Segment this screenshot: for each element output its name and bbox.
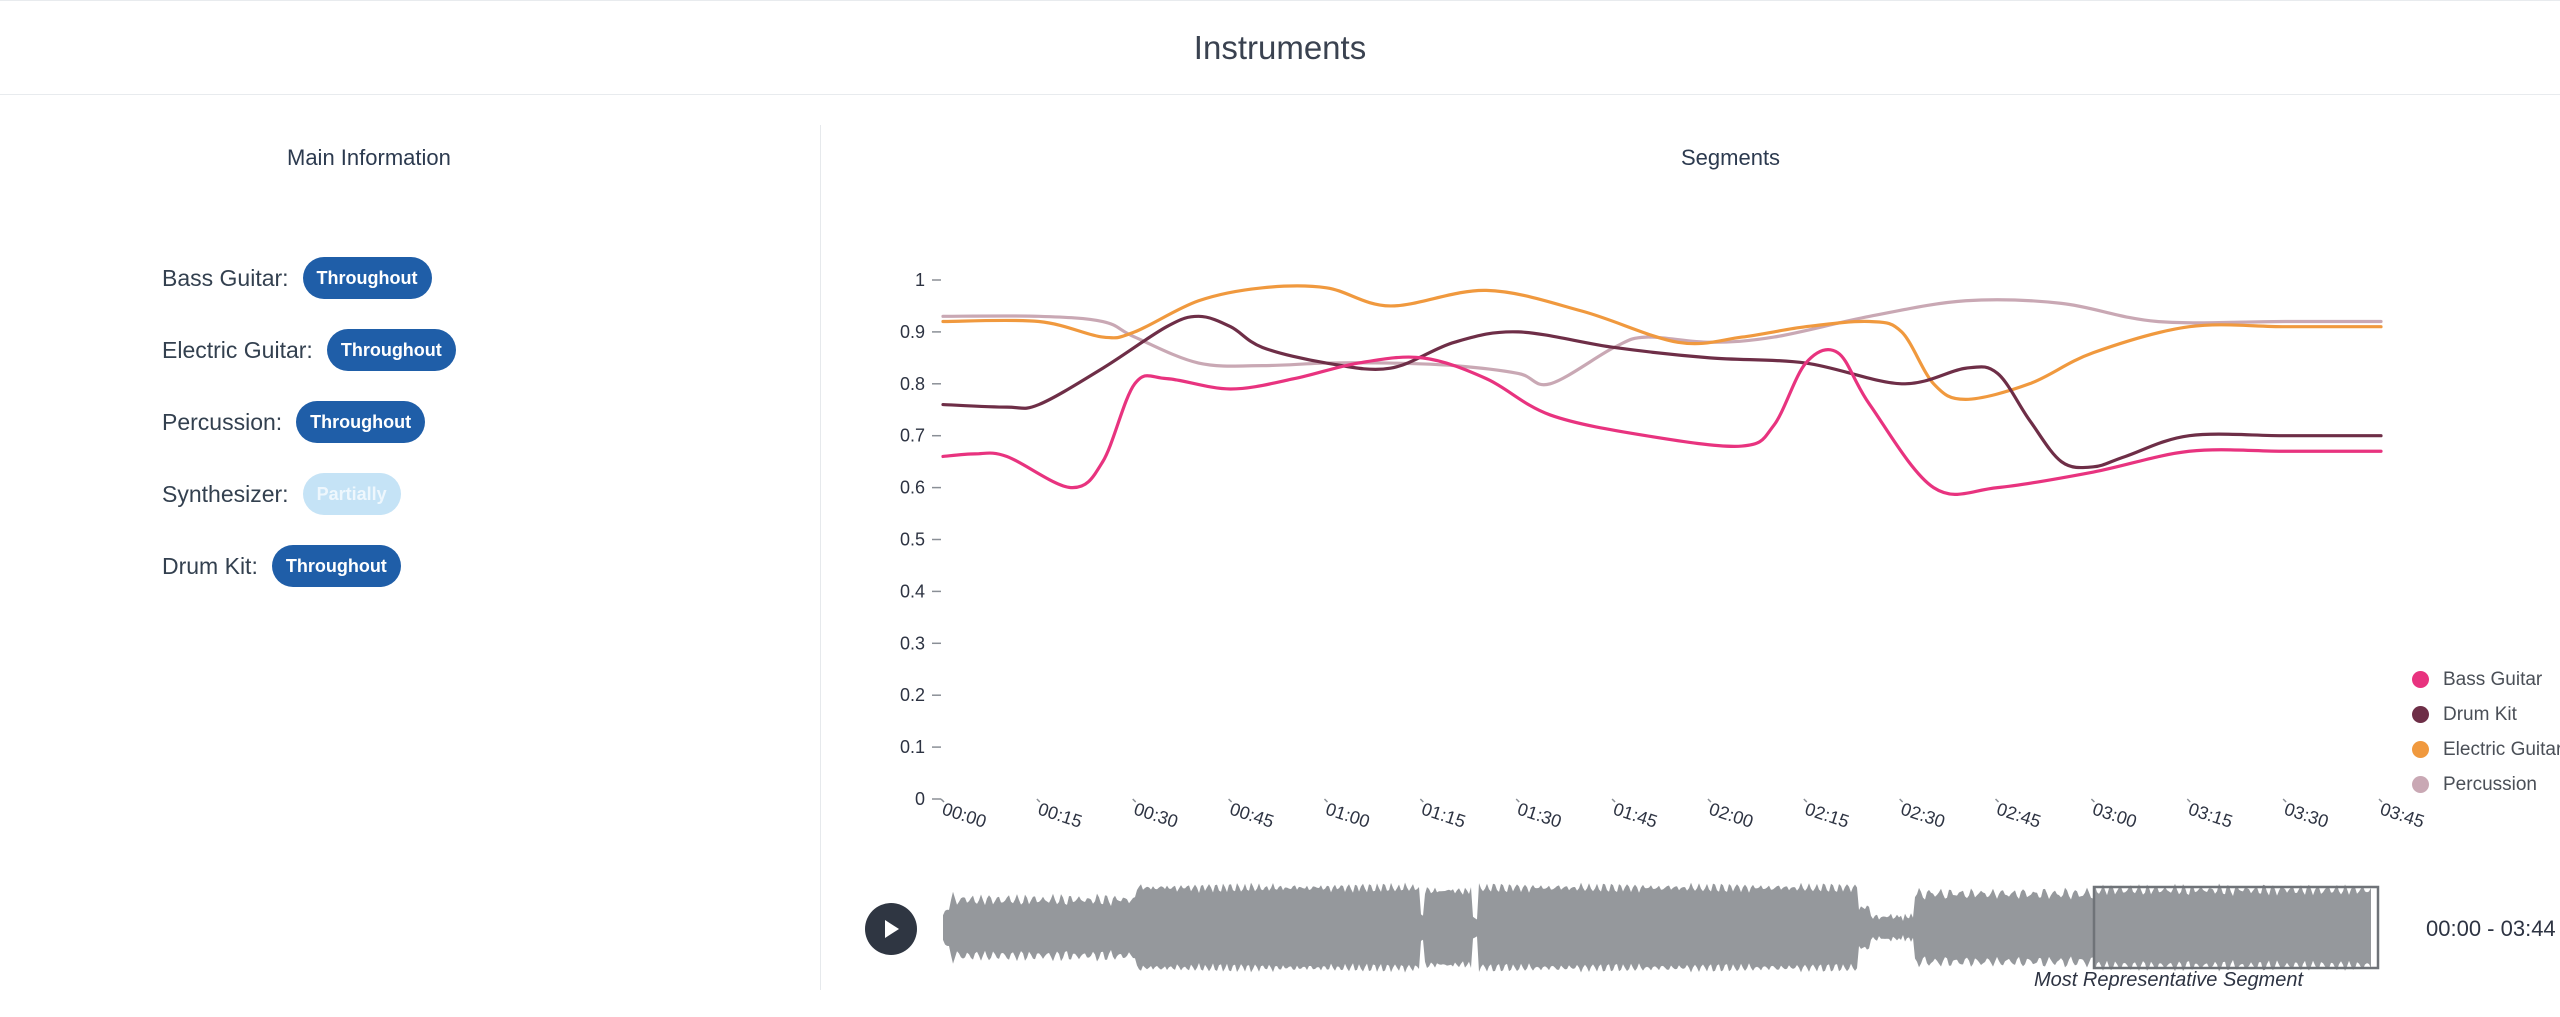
x-tick-label: 01:15 (1419, 799, 1468, 832)
y-tick-label: 0.7 (900, 426, 925, 446)
series-line-electric-guitar (941, 284, 2383, 401)
series-line-percussion (941, 298, 2383, 387)
x-tick-label: 00:45 (1227, 799, 1276, 832)
status-badge: Throughout (326, 329, 456, 371)
x-tick (940, 798, 945, 803)
y-tick-label: 0.4 (900, 581, 925, 601)
instrument-label: Drum Kit: (162, 552, 258, 579)
x-tick-label: 02:15 (1803, 799, 1852, 832)
x-tick-label: 00:00 (940, 799, 989, 832)
x-tick (1419, 798, 1424, 803)
legend-item-electric-guitar[interactable]: Electric Guitar (2412, 732, 2560, 767)
representative-segment-box (2092, 885, 2380, 970)
x-tick (2282, 798, 2287, 803)
instrument-row-bass-guitar: Bass Guitar: Throughout (162, 256, 432, 300)
y-tick-label: 0.1 (900, 737, 925, 757)
x-tick-label: 01:45 (1611, 799, 1660, 832)
instrument-row-electric-guitar: Electric Guitar: Throughout (162, 328, 456, 372)
x-tick-label: 03:30 (2282, 799, 2331, 832)
legend-marker (2412, 671, 2429, 688)
y-tick-label: 1 (915, 270, 925, 290)
legend-marker (2412, 741, 2429, 758)
x-tick-label: 03:00 (2090, 799, 2139, 832)
x-tick-label: 01:00 (1323, 799, 1372, 832)
legend-item-percussion[interactable]: Percussion (2412, 767, 2560, 802)
instrument-row-synthesizer: Synthesizer: Partially (162, 472, 401, 516)
status-badge: Throughout (296, 401, 426, 443)
representative-segment-label: Most Representative Segment (2034, 969, 2304, 991)
x-tick (1611, 798, 1616, 803)
instrument-row-drum-kit: Drum Kit: Throughout (162, 544, 401, 588)
instrument-label: Electric Guitar: (162, 336, 313, 363)
segments-title: Segments (1681, 145, 1781, 170)
status-badge: Throughout (302, 257, 432, 299)
page-header: Instruments (0, 0, 2560, 95)
legend-label: Electric Guitar (2443, 738, 2560, 760)
legend-label: Bass Guitar (2443, 668, 2543, 690)
page-title: Instruments (1193, 28, 1367, 66)
x-tick-label: 02:30 (1898, 799, 1947, 832)
x-tick (1803, 798, 1808, 803)
x-tick (1899, 798, 1904, 803)
y-tick-label: 0.8 (900, 374, 925, 394)
y-tick-label: 0.2 (900, 685, 925, 705)
x-tick-label: 02:45 (1994, 799, 2043, 832)
legend-item-drum-kit[interactable]: Drum Kit (2412, 697, 2560, 732)
legend-label: Drum Kit (2443, 703, 2517, 725)
x-tick-label: 01:30 (1515, 799, 1564, 832)
status-badge: Partially (302, 473, 401, 515)
status-badge: Throughout (271, 545, 401, 587)
y-tick-label: 0 (915, 789, 925, 809)
series-line-bass-guitar (941, 348, 2383, 496)
instrument-row-percussion: Percussion: Throughout (162, 400, 426, 444)
play-icon (885, 920, 899, 938)
y-tick-label: 0.5 (900, 530, 925, 550)
x-tick-label: 03:45 (2378, 799, 2427, 832)
x-tick (1515, 798, 1520, 803)
x-tick-label: 00:15 (1036, 799, 1085, 832)
instrument-label: Synthesizer: (162, 480, 289, 507)
time-range: 00:00 - 03:44 (2426, 916, 2556, 941)
x-tick (2090, 798, 2095, 803)
waveform-shape (943, 882, 2371, 973)
y-tick-label: 0.6 (900, 478, 925, 498)
panel-divider (820, 125, 821, 990)
x-tick (1228, 798, 1233, 803)
x-tick (2186, 798, 2191, 803)
legend-marker (2412, 706, 2429, 723)
legend-marker (2412, 776, 2429, 793)
legend-label: Percussion (2443, 773, 2537, 795)
x-tick-label: 02:00 (1707, 799, 1756, 832)
x-tick (1323, 798, 1328, 803)
legend-item-bass-guitar[interactable]: Bass Guitar (2412, 662, 2560, 697)
instrument-label: Bass Guitar: (162, 264, 289, 291)
main-info-title: Main Information (287, 145, 451, 170)
x-tick-label: 03:15 (2186, 799, 2235, 832)
x-tick (1132, 798, 1137, 803)
y-tick-label: 0.9 (900, 322, 925, 342)
series-line-drum-kit (941, 314, 2383, 470)
y-tick-label: 0.3 (900, 633, 925, 653)
audio-waveform (943, 882, 2380, 973)
play-button[interactable] (865, 903, 917, 955)
chart-legend: Bass Guitar Drum Kit Electric Guitar Percus… (2412, 662, 2560, 802)
x-tick-label: 00:30 (1131, 799, 1180, 832)
x-tick (1036, 798, 1041, 803)
instrument-label: Percussion: (162, 408, 283, 435)
x-tick (1995, 798, 2000, 803)
x-tick (2378, 798, 2383, 803)
x-tick (1707, 798, 1712, 803)
